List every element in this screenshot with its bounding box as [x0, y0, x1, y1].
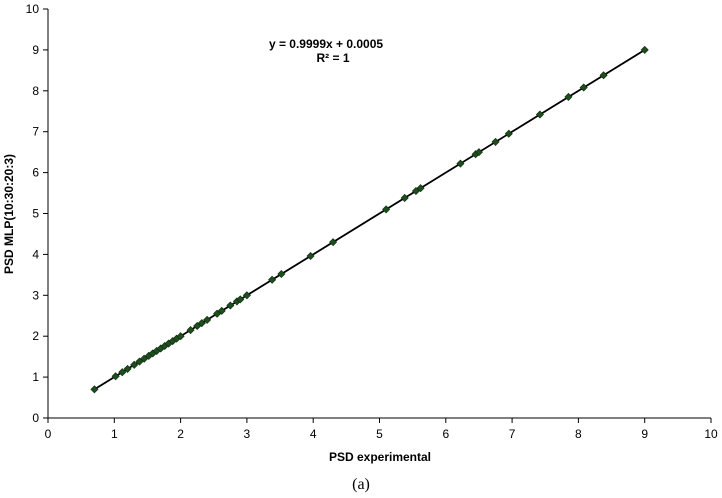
y-tick-label: 2 — [32, 329, 39, 343]
y-ticks: 0 1 2 3 4 5 6 7 8 9 10 — [26, 2, 48, 425]
y-tick-label: 6 — [32, 166, 39, 180]
x-tick-label: 0 — [45, 427, 52, 441]
data-point — [504, 129, 513, 138]
data-point — [579, 83, 588, 92]
trendline-equation: y = 0.9999x + 0.0005 — [269, 37, 383, 51]
data-point — [111, 372, 120, 381]
data-point — [400, 193, 409, 202]
y-axis-title: PSD MLP(10:30:20:3) — [2, 154, 16, 274]
y-tick-label: 10 — [26, 2, 40, 16]
data-points — [90, 45, 649, 394]
x-tick-label: 7 — [509, 427, 516, 441]
r-squared-label: R² = 1 — [316, 51, 349, 65]
data-point — [456, 159, 465, 168]
figure-caption: (a) — [352, 476, 370, 493]
data-point — [217, 306, 226, 315]
x-tick-label: 1 — [111, 427, 118, 441]
data-point — [416, 184, 425, 193]
data-point — [176, 332, 185, 341]
data-point — [118, 368, 127, 377]
y-tick-label: 3 — [32, 288, 39, 302]
data-point — [277, 270, 286, 279]
x-tick-label: 9 — [641, 427, 648, 441]
data-point — [268, 275, 277, 284]
data-point — [123, 364, 132, 373]
x-axis-title: PSD experimental — [329, 450, 431, 464]
x-tick-label: 3 — [244, 427, 251, 441]
y-tick-label: 4 — [32, 247, 39, 261]
x-tick-label: 5 — [376, 427, 383, 441]
data-point — [90, 385, 99, 394]
data-point — [306, 252, 315, 261]
data-point — [640, 45, 649, 54]
x-tick-label: 6 — [442, 427, 449, 441]
data-point — [491, 137, 500, 146]
y-tick-label: 5 — [32, 207, 39, 221]
x-tick-label: 8 — [575, 427, 582, 441]
x-tick-label: 10 — [704, 427, 718, 441]
y-tick-label: 0 — [32, 411, 39, 425]
y-tick-label: 1 — [32, 370, 39, 384]
data-point — [564, 92, 573, 101]
x-tick-label: 2 — [177, 427, 184, 441]
data-point — [186, 326, 195, 335]
y-tick-label: 7 — [32, 125, 39, 139]
data-point — [535, 110, 544, 119]
data-point — [197, 319, 206, 328]
data-point — [242, 291, 251, 300]
x-ticks: 0 1 2 3 4 5 6 7 8 9 10 — [45, 418, 718, 441]
x-tick-label: 4 — [310, 427, 317, 441]
data-point — [474, 148, 483, 157]
data-point — [329, 238, 338, 247]
data-point — [382, 205, 391, 214]
data-point — [203, 315, 212, 324]
trendline — [93, 49, 646, 391]
data-point — [226, 301, 235, 310]
data-point — [599, 71, 608, 80]
y-tick-label: 9 — [32, 43, 39, 57]
data-point — [236, 295, 245, 304]
data-point — [130, 360, 139, 369]
y-tick-label: 8 — [32, 84, 39, 98]
